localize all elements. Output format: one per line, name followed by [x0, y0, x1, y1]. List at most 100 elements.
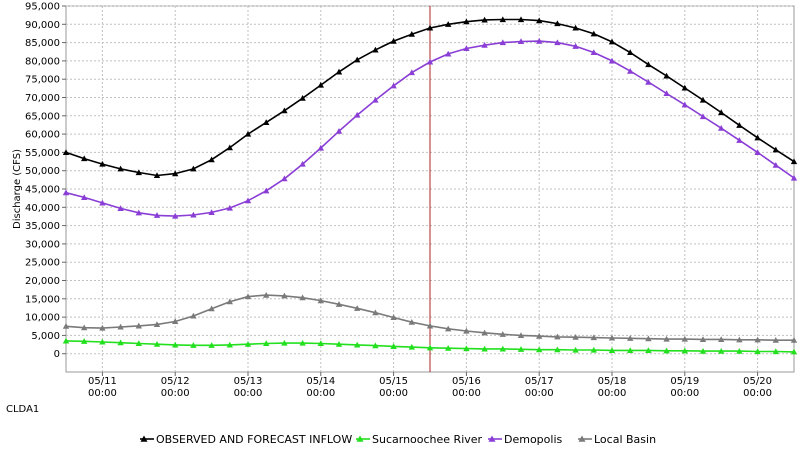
- data-point: [718, 109, 725, 116]
- y-axis-label: Discharge (CFS): [12, 149, 23, 229]
- legend-label: Sucarnoochee River: [372, 433, 483, 446]
- data-point: [699, 96, 707, 103]
- data-point: [481, 345, 488, 352]
- y-tick-label: 80,000: [25, 56, 60, 67]
- data-point: [426, 344, 434, 351]
- data-point: [645, 347, 652, 353]
- data-point: [299, 95, 306, 101]
- data-point: [62, 323, 70, 329]
- data-point: [572, 346, 579, 353]
- data-point: [81, 155, 88, 162]
- data-point: [445, 21, 452, 27]
- data-point: [608, 38, 616, 45]
- y-tick-label: 30,000: [25, 239, 60, 250]
- data-point: [172, 318, 179, 325]
- legend-marker: [356, 435, 364, 442]
- data-point: [590, 334, 597, 341]
- series-group: [62, 16, 798, 355]
- data-point: [736, 347, 743, 354]
- data-point: [317, 144, 324, 151]
- data-point: [172, 212, 179, 219]
- x-tick-time: 00:00: [234, 388, 263, 399]
- data-point: [499, 39, 506, 46]
- data-point: [81, 194, 88, 200]
- data-point: [572, 24, 579, 31]
- series-local: [62, 291, 798, 343]
- data-point: [536, 346, 543, 353]
- data-point: [390, 314, 397, 321]
- y-tick-label: 5,000: [31, 331, 60, 342]
- x-tick-time: 00:00: [452, 388, 481, 399]
- data-point: [390, 37, 397, 44]
- data-point: [135, 322, 142, 329]
- data-point: [645, 335, 652, 342]
- y-tick-label: 35,000: [25, 221, 60, 232]
- data-point: [244, 130, 252, 137]
- x-axis: 05/1100:0005/1200:0005/1300:0005/1400:00…: [88, 372, 772, 399]
- data-point: [208, 305, 215, 312]
- data-point: [408, 30, 415, 37]
- legend: OBSERVED AND FORECAST INFLOW Sucarnoochee…: [140, 433, 656, 446]
- data-point: [590, 346, 597, 353]
- legend-label: Demopolis: [504, 433, 563, 446]
- data-point: [117, 165, 124, 172]
- legend-label: OBSERVED AND FORECAST INFLOW: [156, 433, 352, 446]
- data-point: [317, 81, 324, 88]
- data-point: [226, 341, 233, 348]
- data-point: [554, 346, 561, 353]
- x-tick-date: 05/17: [525, 376, 554, 387]
- data-point: [335, 301, 343, 307]
- series-demopolis: [62, 37, 798, 219]
- y-tick-label: 70,000: [25, 93, 60, 104]
- data-point: [736, 137, 743, 143]
- data-point: [135, 209, 142, 216]
- data-point: [390, 82, 397, 89]
- data-point: [62, 337, 70, 344]
- data-point: [354, 341, 361, 348]
- data-point: [208, 342, 215, 348]
- data-point: [153, 212, 161, 218]
- data-point: [62, 149, 70, 155]
- data-point: [117, 339, 124, 346]
- data-point: [317, 340, 324, 347]
- data-point: [736, 122, 743, 128]
- y-tick-label: 65,000: [25, 111, 60, 122]
- y-tick-label: 95,000: [25, 2, 60, 13]
- data-point: [772, 162, 779, 168]
- data-point: [627, 335, 634, 341]
- data-point: [463, 327, 470, 334]
- data-point: [390, 343, 397, 349]
- data-point: [718, 347, 725, 354]
- data-point: [172, 341, 179, 348]
- data-point: [172, 170, 179, 177]
- data-point: [517, 332, 525, 338]
- data-point: [445, 345, 452, 351]
- data-point: [117, 323, 124, 330]
- data-point: [372, 342, 379, 349]
- data-point: [645, 61, 652, 68]
- x-tick-date: 05/20: [743, 376, 772, 387]
- data-point: [226, 298, 233, 305]
- data-point: [281, 107, 288, 114]
- data-point: [481, 41, 488, 48]
- data-point: [754, 149, 761, 155]
- legend-item-local: Local Basin: [578, 433, 656, 446]
- data-point: [99, 338, 106, 345]
- data-point: [354, 111, 361, 118]
- data-point: [299, 160, 306, 167]
- data-point: [135, 169, 142, 176]
- data-point: [790, 348, 798, 355]
- data-point: [554, 39, 561, 46]
- data-point: [754, 348, 761, 355]
- data-point: [135, 340, 142, 347]
- data-point: [153, 321, 161, 327]
- y-tick-label: 45,000: [25, 185, 60, 196]
- data-point: [190, 342, 197, 348]
- legend-marker: [488, 435, 496, 442]
- data-point: [772, 348, 779, 355]
- data-point: [426, 24, 434, 31]
- data-point: [354, 56, 361, 63]
- data-point: [190, 312, 197, 319]
- data-point: [536, 37, 543, 44]
- data-point: [681, 101, 688, 108]
